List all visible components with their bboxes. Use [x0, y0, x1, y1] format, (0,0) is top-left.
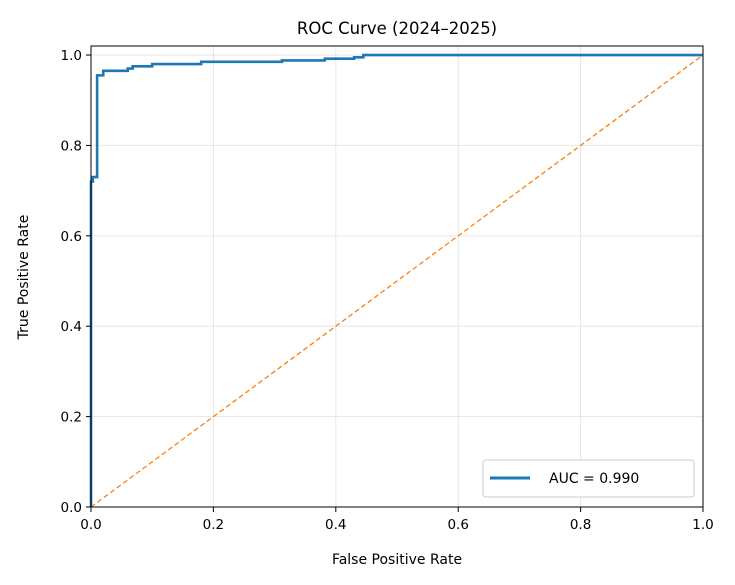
x-tick-label: 0.6: [447, 517, 468, 533]
x-tick-label: 0.8: [570, 517, 591, 533]
y-tick-label: 1.0: [61, 48, 82, 64]
y-tick-label: 0.6: [61, 229, 82, 245]
y-tick-label: 0.0: [61, 500, 82, 516]
legend-box: [482, 459, 695, 498]
plot-lines: [89, 53, 704, 508]
x-tick-label: 0.4: [325, 517, 346, 533]
y-tick-label: 0.4: [61, 319, 82, 335]
x-tick-label: 1.0: [692, 517, 713, 533]
plot-frame: [90, 45, 704, 508]
legend: AUC = 0.990: [482, 459, 695, 498]
y-tick-label: 0.2: [61, 410, 82, 426]
legend-label: AUC = 0.990: [549, 471, 639, 487]
grid: [90, 46, 704, 508]
x-axis-label: False Positive Rate: [332, 552, 462, 568]
chance-diagonal-line: [90, 54, 704, 508]
roc-curve-line: [89, 53, 703, 507]
chart-title: ROC Curve (2024–2025): [297, 19, 497, 38]
y-tick-label: 0.8: [61, 138, 82, 154]
x-ticks: 0.0 0.2 0.4 0.6 0.8 1.0: [80, 507, 714, 533]
y-ticks: 0.0 0.2 0.4 0.6 0.8 1.0: [61, 48, 91, 516]
y-axis-label: True Positive Rate: [16, 215, 32, 341]
x-tick-label: 0.2: [203, 517, 224, 533]
x-tick-label: 0.0: [80, 517, 101, 533]
